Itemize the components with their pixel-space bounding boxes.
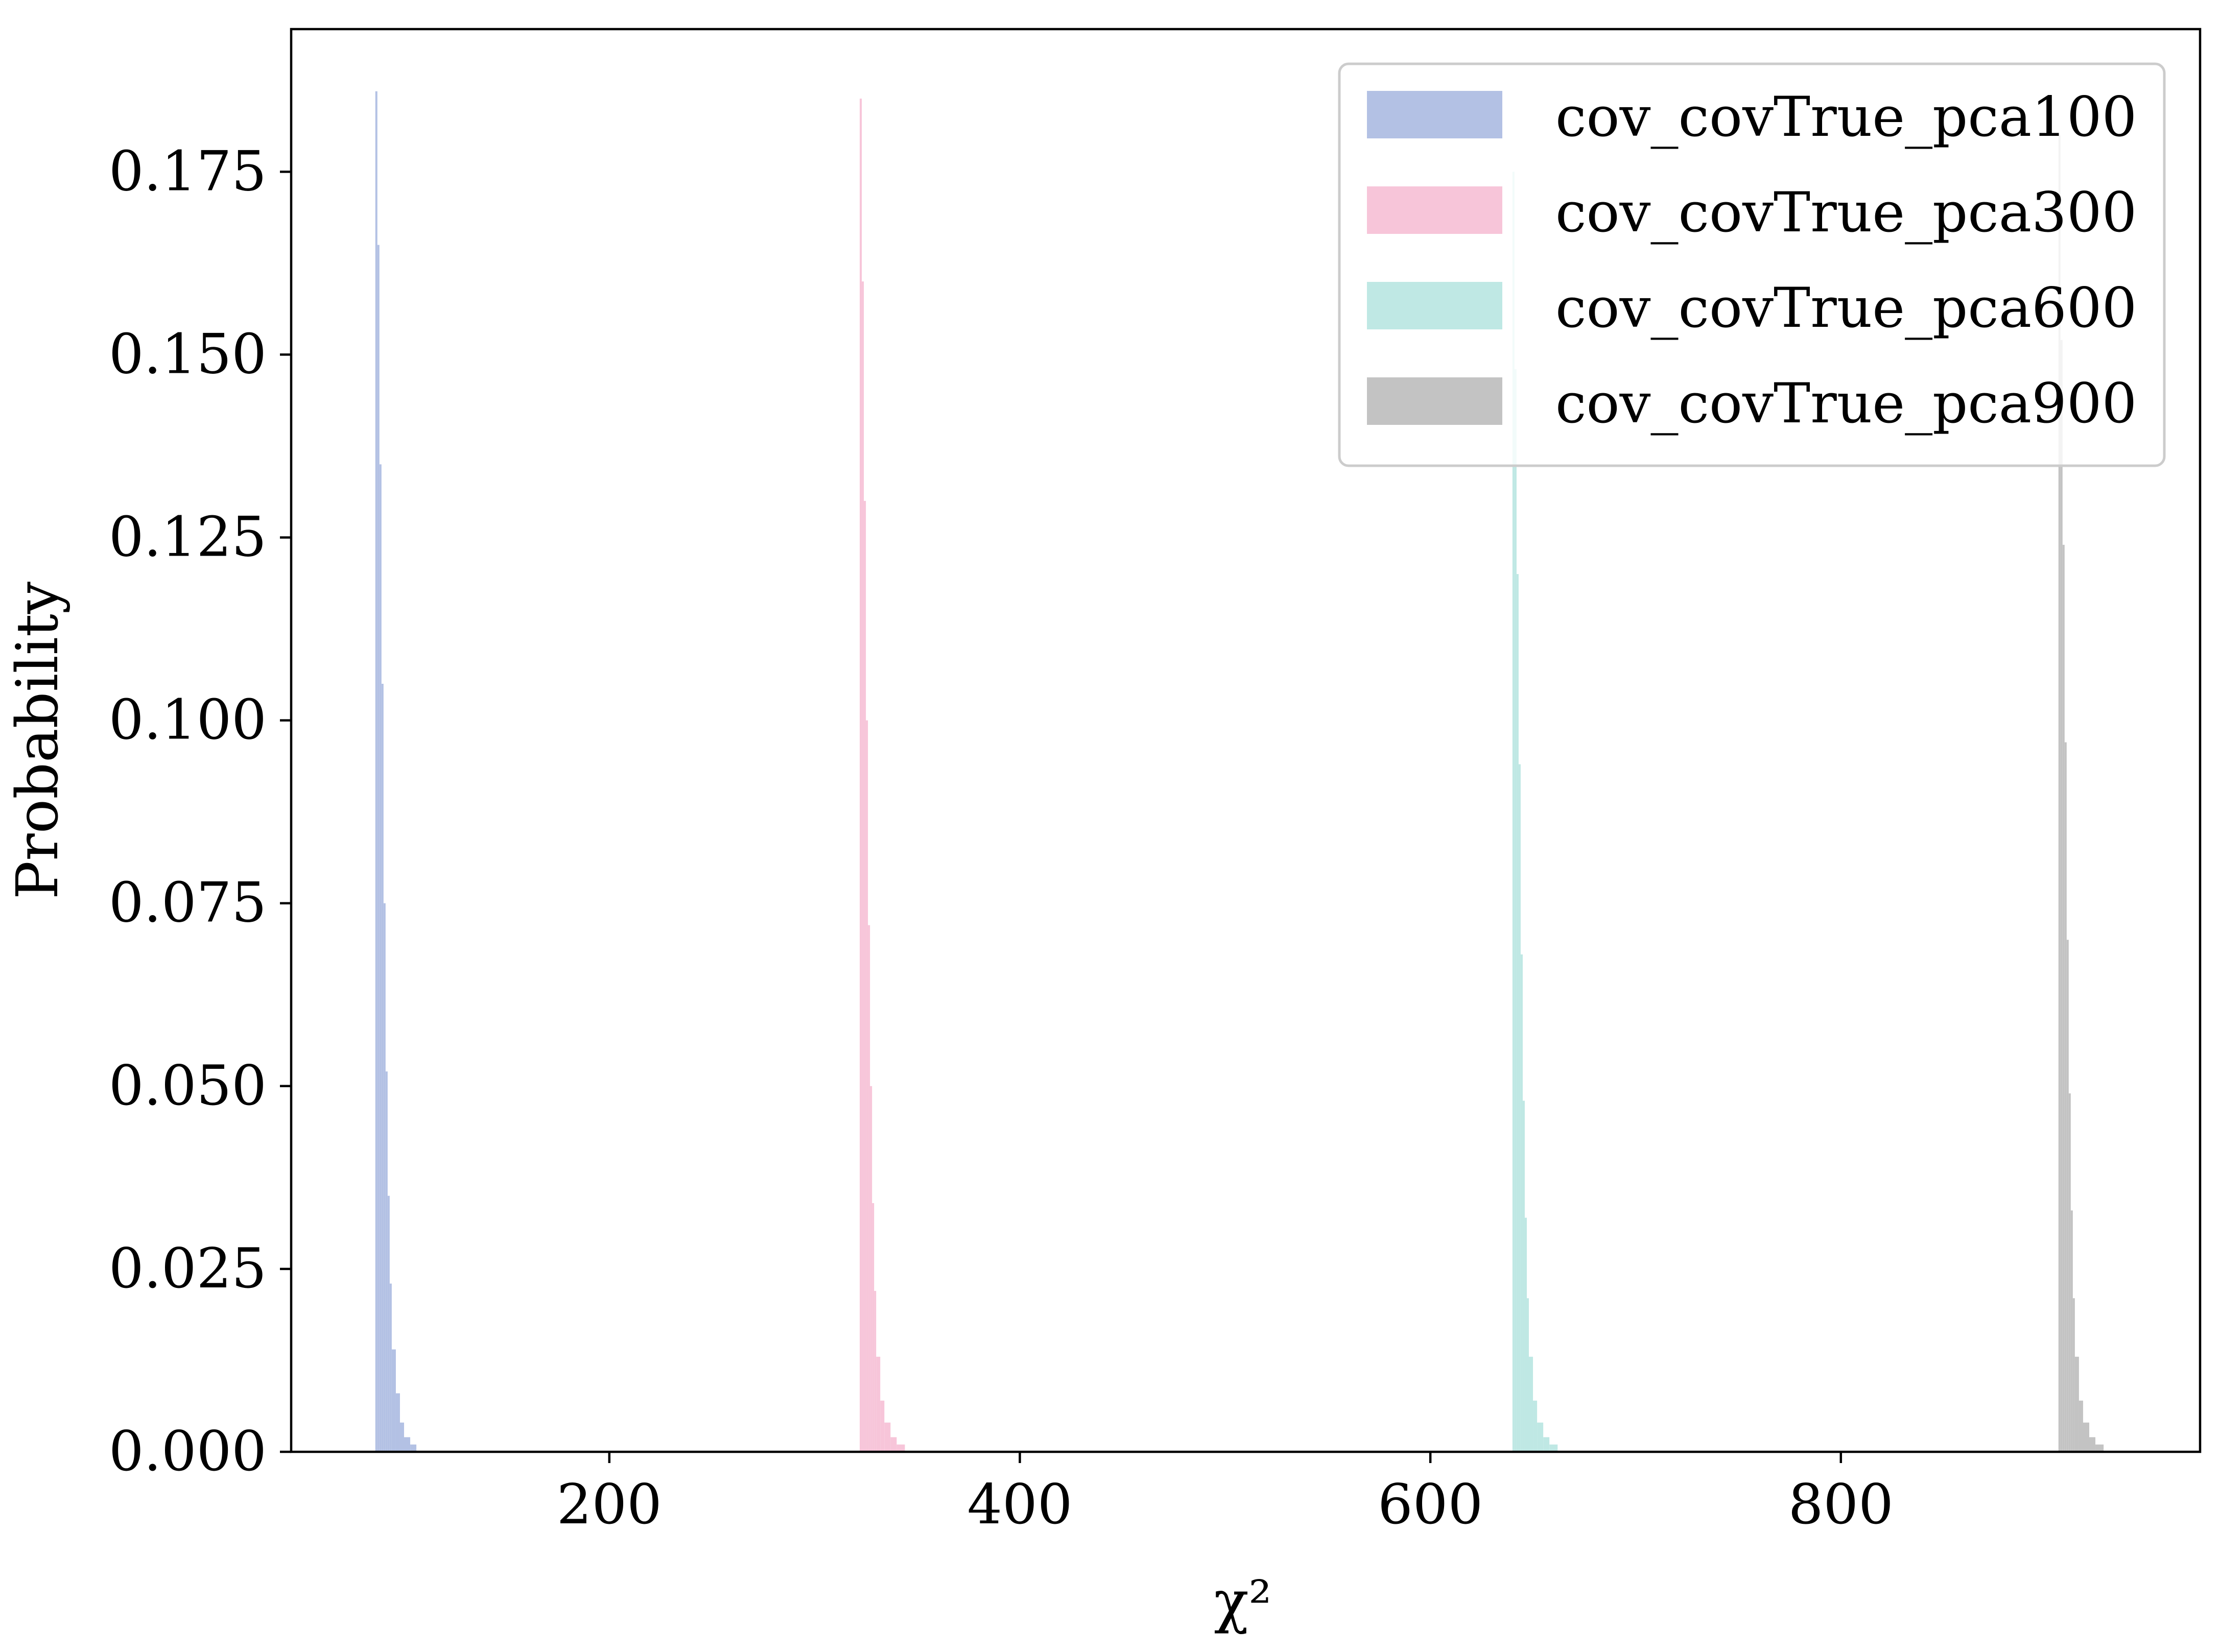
- histogram-bar: [391, 1349, 396, 1452]
- legend: cov_covTrue_pca100 cov_covTrue_pca300 co…: [1338, 62, 2166, 467]
- histogram-bar: [2089, 1437, 2096, 1452]
- histogram-bar: [2083, 1422, 2090, 1452]
- legend-swatch-pca900: [1367, 377, 1502, 425]
- histogram-bar: [2064, 742, 2067, 1452]
- y-tick-label: 0.150: [109, 322, 267, 386]
- histogram-bar: [862, 281, 864, 1452]
- histogram-bar: [2070, 1210, 2073, 1452]
- y-tick-label: 0.175: [109, 139, 267, 203]
- histogram-bar: [1512, 172, 1515, 1452]
- legend-swatch-pca100: [1367, 91, 1502, 138]
- histogram-bar: [383, 903, 386, 1452]
- histogram-bar: [2066, 940, 2069, 1452]
- legend-swatch-pca300: [1367, 186, 1502, 234]
- legend-swatch-pca600: [1367, 282, 1502, 329]
- legend-label-pca900: cov_covTrue_pca900: [1555, 372, 2137, 436]
- plot-frame: [290, 28, 2202, 1453]
- histogram-bar: [874, 1290, 877, 1452]
- histogram-bar: [399, 1422, 405, 1452]
- histogram-bar: [1518, 764, 1521, 1452]
- series-0: [375, 91, 417, 1452]
- histogram-bar: [2079, 1400, 2083, 1452]
- legend-label-pca100: cov_covTrue_pca100: [1555, 85, 2137, 149]
- x-tick-label: 400: [967, 1473, 1072, 1537]
- histogram-bars: [375, 91, 2104, 1452]
- histogram-bar: [1514, 369, 1517, 1452]
- histogram-bar: [385, 1071, 388, 1452]
- histogram-bar: [375, 91, 377, 1452]
- histogram-bar: [1543, 1437, 1550, 1452]
- histogram-bar: [379, 464, 382, 1452]
- histogram-bar: [872, 1203, 875, 1452]
- y-tick-label: 0.000: [109, 1420, 267, 1483]
- x-tick-label: 800: [1788, 1473, 1894, 1537]
- series-3: [2058, 135, 2104, 1452]
- x-axis-label: χ²: [1214, 1569, 1272, 1635]
- histogram-bar: [381, 683, 384, 1452]
- series-2: [1512, 172, 1558, 1452]
- legend-label-pca600: cov_covTrue_pca600: [1555, 276, 2137, 340]
- histogram-bar: [866, 720, 868, 1452]
- histogram-bar: [876, 1356, 881, 1452]
- y-tick-label: 0.025: [109, 1237, 267, 1301]
- histogram-bar: [1524, 1217, 1527, 1452]
- histogram-bar: [1520, 954, 1523, 1452]
- histogram-bar: [404, 1437, 411, 1452]
- legend-frame: [1338, 62, 2166, 467]
- y-axis-label: Probability: [5, 582, 71, 899]
- x-tick-label: 200: [557, 1473, 662, 1537]
- histogram-bar: [890, 1437, 897, 1452]
- histogram-bar: [2058, 135, 2061, 1452]
- histogram-bar: [1537, 1422, 1544, 1452]
- histogram-bar: [389, 1283, 392, 1452]
- histogram-bar: [2062, 544, 2065, 1452]
- legend-label-pca300: cov_covTrue_pca300: [1555, 181, 2137, 245]
- axes: 0.000 0.025 0.050 0.075 0.100 0.125 0.150 0.175…: [109, 28, 2202, 1537]
- histogram-bar: [1533, 1400, 1538, 1452]
- histogram-bar: [2072, 1298, 2075, 1452]
- histogram-bar: [2068, 1093, 2071, 1452]
- histogram-bar: [1522, 1100, 1525, 1452]
- histogram-bar: [1529, 1356, 1533, 1452]
- series-1: [860, 99, 905, 1452]
- histogram-bar: [868, 925, 870, 1452]
- x-tick-label: 600: [1378, 1473, 1483, 1537]
- histogram-bar: [1527, 1298, 1529, 1452]
- y-tick-label: 0.125: [109, 506, 267, 569]
- histogram-bar: [864, 500, 866, 1452]
- histogram-bar: [410, 1444, 417, 1452]
- histogram-bar: [896, 1444, 905, 1452]
- y-tick-label: 0.100: [109, 688, 267, 752]
- y-tick-label: 0.075: [109, 871, 267, 935]
- histogram-bar: [395, 1393, 400, 1452]
- histogram-bar: [2095, 1444, 2104, 1452]
- histogram-bar: [2060, 340, 2063, 1452]
- histogram-bar: [387, 1195, 390, 1452]
- histogram-bar: [884, 1422, 891, 1452]
- y-tick-label: 0.050: [109, 1054, 267, 1118]
- histogram-bar: [2074, 1356, 2079, 1452]
- histogram-bar: [1549, 1444, 1558, 1452]
- histogram-bar: [870, 1086, 872, 1452]
- histogram-bar: [377, 245, 380, 1452]
- histogram-bar: [1516, 574, 1519, 1452]
- histogram-bar: [880, 1400, 885, 1452]
- histogram-bar: [860, 99, 862, 1452]
